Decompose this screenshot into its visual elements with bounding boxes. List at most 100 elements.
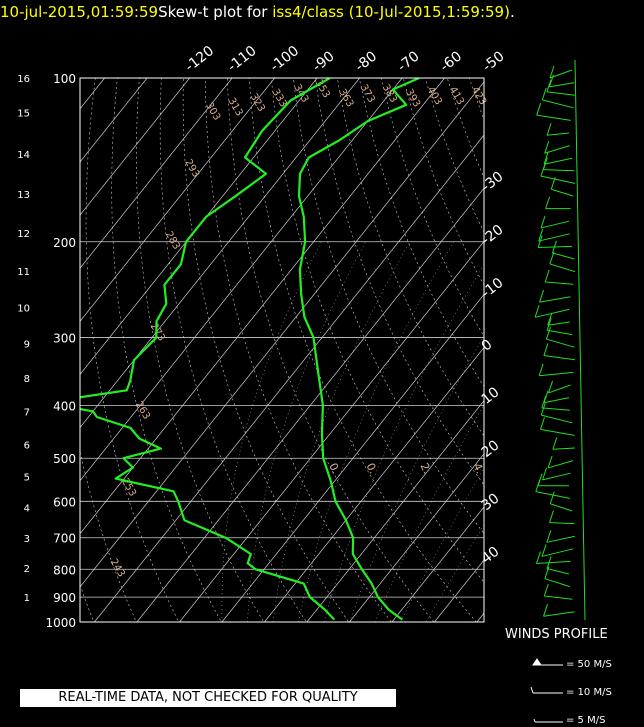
wind-barb bbox=[545, 327, 575, 348]
wind-barb-staff bbox=[541, 407, 570, 411]
wind-barb-flag bbox=[547, 455, 553, 469]
wind-barb-staff bbox=[547, 132, 570, 136]
height-tick-label: 10 bbox=[17, 304, 30, 315]
height-tick-label: 4 bbox=[24, 504, 30, 515]
wind-barb-staff bbox=[547, 460, 574, 469]
wind-profile bbox=[534, 59, 586, 621]
wind-barb bbox=[544, 566, 571, 588]
right-temperature-label: 20 bbox=[479, 437, 503, 461]
wind-barb-flag bbox=[541, 87, 547, 101]
dry-adiabat-label: 403 bbox=[425, 85, 444, 107]
wind-barb-flag bbox=[549, 491, 555, 504]
wind-barb-flag bbox=[539, 289, 545, 303]
wind-barb-staff bbox=[552, 447, 575, 450]
wind-barb-flag bbox=[544, 269, 550, 283]
height-tick-label: 3 bbox=[24, 534, 30, 545]
dry-adiabat-label: 423 bbox=[469, 85, 488, 107]
right-temperature-label: 30 bbox=[479, 490, 503, 514]
isotherm-line bbox=[80, 78, 403, 482]
isotherm-line bbox=[476, 612, 484, 622]
dewpoint-trace bbox=[80, 78, 336, 621]
isotherm-line bbox=[94, 134, 484, 622]
pressure-tick-label: 400 bbox=[53, 400, 76, 414]
wind-barb-staff bbox=[541, 548, 574, 557]
wind-barb bbox=[542, 157, 575, 172]
pressure-tick-label: 900 bbox=[53, 591, 76, 605]
pressure-tick-label: 200 bbox=[53, 236, 76, 250]
isotherm-line bbox=[391, 506, 484, 622]
wind-barb bbox=[537, 235, 573, 248]
right-temperature-label: 0 bbox=[479, 337, 496, 355]
isotherm-line bbox=[264, 346, 484, 622]
right-temperature-label: -30 bbox=[479, 169, 507, 196]
wind-barb-staff bbox=[534, 308, 570, 318]
wind-barb-staff bbox=[545, 281, 574, 285]
wind-barb-flag bbox=[547, 313, 553, 326]
wind-barb-staff bbox=[547, 321, 570, 326]
wind-barb-flag bbox=[540, 163, 546, 177]
wind-barb bbox=[549, 491, 573, 512]
dry-adiabat-line bbox=[227, 78, 435, 622]
wind-barb-staff bbox=[551, 188, 574, 197]
height-tick-label: 7 bbox=[24, 408, 30, 419]
pressure-tick-label: 700 bbox=[53, 532, 76, 546]
dry-adiabat-line bbox=[111, 78, 222, 622]
wind-barb-staff bbox=[550, 503, 573, 512]
wind-barb-flag bbox=[544, 141, 550, 154]
isotherm-line bbox=[80, 78, 360, 429]
mixing-ratio-label: 0. bbox=[326, 461, 342, 476]
moist-adiabat-line bbox=[323, 264, 484, 622]
wind-barb-staff bbox=[539, 296, 571, 303]
wind-barb-staff bbox=[536, 114, 571, 121]
moist-adiabat-line bbox=[349, 335, 484, 622]
title-source: iss4/class (10-Jul-2015,1:59:59) bbox=[272, 3, 510, 21]
wind-barb-flag bbox=[541, 395, 547, 409]
grid-layer bbox=[80, 78, 484, 622]
isotherm-line bbox=[80, 78, 233, 269]
wind-barb-flag bbox=[537, 235, 543, 248]
wind-barb-staff bbox=[546, 535, 575, 543]
wind-barb-staff bbox=[543, 157, 573, 165]
wind-barb bbox=[548, 74, 575, 88]
wind-barb-staff bbox=[536, 560, 571, 565]
wind-barb-flag bbox=[542, 467, 547, 481]
wind-barb-staff bbox=[549, 263, 576, 273]
wind-barb-flag bbox=[548, 74, 554, 88]
dry-adiabat-line bbox=[249, 78, 477, 622]
isotherm-line bbox=[179, 240, 484, 622]
top-temperature-label: -70 bbox=[395, 48, 423, 75]
right-temperature-label: 10 bbox=[479, 384, 503, 408]
wind-barb-staff bbox=[544, 595, 573, 600]
right-temperature-label: 40 bbox=[479, 544, 503, 568]
dry-adiabat-line bbox=[359, 78, 484, 388]
isotherm-line bbox=[80, 78, 445, 535]
chart-title: 10-jul-2015,01:59:59Skew-t plot for iss4… bbox=[0, 0, 515, 24]
wind-barb bbox=[549, 65, 573, 79]
top-temperature-label: -60 bbox=[437, 48, 465, 75]
isotherm-line bbox=[136, 187, 484, 622]
wind-barb-staff bbox=[549, 82, 575, 88]
wind-barb-staff bbox=[538, 245, 573, 248]
wind-barb-flag bbox=[543, 152, 549, 165]
wind-barb-flag bbox=[549, 510, 554, 523]
wind-barb-flag bbox=[543, 343, 549, 356]
dry-adiabat-line bbox=[425, 78, 484, 234]
wind-barb-flag bbox=[546, 530, 552, 543]
wind-barb-flag bbox=[543, 604, 549, 617]
title-text: Skew-t plot for bbox=[158, 3, 273, 21]
dry-adiabat-label: 373 bbox=[358, 83, 377, 105]
right-temperature-label: -10 bbox=[479, 275, 507, 302]
wind-barb-flag bbox=[546, 318, 552, 331]
dry-adiabat-line bbox=[205, 78, 392, 622]
dry-adiabat-line bbox=[182, 78, 350, 622]
height-tick-label: 1 bbox=[24, 593, 30, 604]
wind-barb-staff bbox=[539, 371, 574, 377]
wind-barb-flag bbox=[535, 479, 541, 492]
wind-barb-flag bbox=[540, 402, 546, 416]
wind-barb bbox=[546, 530, 575, 543]
pressure-tick-label: 1000 bbox=[45, 616, 76, 630]
wind-barb-staff bbox=[543, 169, 575, 172]
title-date: 10-jul-2015,01:59:59 bbox=[0, 3, 159, 21]
wind-barb-flag bbox=[535, 551, 541, 564]
